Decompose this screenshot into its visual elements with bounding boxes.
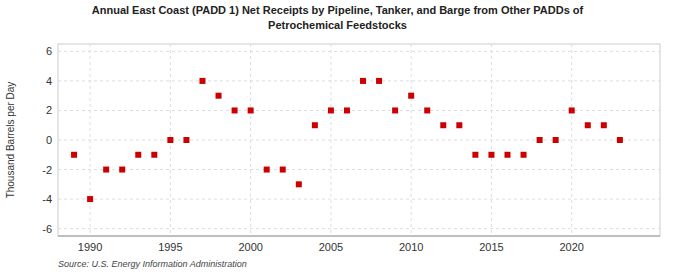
point [537, 137, 543, 143]
y-tick-label: -6 [42, 223, 52, 235]
x-grid-line [330, 44, 331, 236]
point [183, 137, 189, 143]
point [344, 107, 350, 113]
point [585, 122, 591, 128]
y-tick-label: -2 [42, 164, 52, 176]
y-grid-line [58, 80, 660, 81]
y-tick-label: -4 [42, 193, 52, 205]
x-tick-label: 2015 [479, 241, 503, 253]
x-tick-label: 2000 [238, 241, 262, 253]
point [167, 137, 173, 143]
y-grid-line [58, 51, 660, 52]
point [151, 152, 157, 158]
point [488, 152, 494, 158]
y-tick-label: 6 [46, 45, 52, 57]
x-grid-line [90, 44, 91, 236]
point [248, 107, 254, 113]
x-tick-label: 1990 [78, 241, 102, 253]
y-grid-line [58, 199, 660, 200]
x-tick-label: 2005 [319, 241, 343, 253]
chart: -6 -4 -2 0 2 4 6 1990 1995 2000 2005 2010 2015 2020 An… [0, 0, 675, 275]
y-grid-line [58, 140, 660, 141]
point [392, 107, 398, 113]
point [472, 152, 478, 158]
point [601, 122, 607, 128]
point [199, 78, 205, 84]
point [376, 78, 382, 84]
x-grid-line [491, 44, 492, 236]
point [504, 152, 510, 158]
subtitle: Petrochemical Feedstocks [268, 19, 407, 31]
x-axis-line [58, 236, 660, 237]
annotation: Source: U.S. Energy Information Administ… [58, 259, 247, 269]
point [424, 107, 430, 113]
x-grid-line [250, 44, 251, 236]
x-tick-label: 2020 [559, 241, 583, 253]
point [232, 107, 238, 113]
point [264, 167, 270, 173]
point [360, 78, 366, 84]
point [312, 122, 318, 128]
point [569, 107, 575, 113]
point [617, 137, 623, 143]
point [216, 93, 222, 99]
x-tick-label: 1995 [158, 241, 182, 253]
point [408, 93, 414, 99]
point [296, 181, 302, 187]
points [71, 78, 623, 202]
y-tick-label: 0 [46, 134, 52, 146]
point [553, 137, 559, 143]
grid [58, 44, 660, 236]
point [521, 152, 527, 158]
y-axis-label: Thousand Barrels per Day [5, 82, 16, 199]
point [87, 196, 93, 202]
point [71, 152, 77, 158]
y-tick-label: 4 [46, 75, 52, 87]
x-grid-line [411, 44, 412, 236]
y-grid-line [58, 169, 660, 170]
x-tick-label: 2010 [399, 241, 423, 253]
point [103, 167, 109, 173]
point [456, 122, 462, 128]
point [440, 122, 446, 128]
x-grid-line [571, 44, 572, 236]
plot-frame [58, 44, 660, 236]
y-tick-label: 2 [46, 104, 52, 116]
point [119, 167, 125, 173]
title: Annual East Coast (PADD 1) Net Receipts … [92, 4, 584, 16]
y-grid-line [58, 228, 660, 229]
point [328, 107, 334, 113]
point [135, 152, 141, 158]
point [280, 167, 286, 173]
